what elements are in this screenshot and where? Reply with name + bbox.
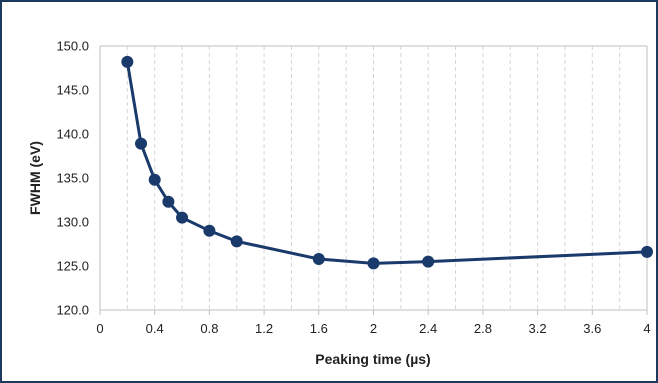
- data-point: [148, 173, 161, 186]
- data-point: [203, 224, 216, 237]
- x-tick-label: 2.4: [419, 321, 437, 336]
- y-tick-label: 140.0: [56, 127, 89, 142]
- x-tick-label: 2: [370, 321, 377, 336]
- data-points: [121, 55, 653, 270]
- x-tick-label: 2.8: [474, 321, 492, 336]
- y-tick-label: 125.0: [56, 259, 89, 274]
- x-tick-label: 1.6: [310, 321, 328, 336]
- grid-layer: [126, 46, 621, 310]
- x-tick-label: 3.6: [583, 321, 601, 336]
- data-point: [230, 235, 243, 248]
- y-tick-labels: 150.0 145.0 140.0 135.0 130.0 125.0 120.0: [56, 39, 89, 318]
- data-point: [367, 257, 380, 270]
- data-point: [135, 137, 148, 150]
- data-point: [312, 252, 325, 265]
- x-tick-label: 4: [643, 321, 650, 336]
- y-axis-title: FWHM (eV): [27, 141, 43, 215]
- x-tick-labels: 0 0.4 0.8 1.2 1.6 2 2.4 2.8 3.2 3.6 4: [96, 310, 651, 336]
- x-tick-label: 0.8: [200, 321, 218, 336]
- y-tick-label: 135.0: [56, 171, 89, 186]
- x-tick-label: 0.4: [146, 321, 164, 336]
- data-point: [176, 211, 189, 224]
- x-tick-label: 0: [96, 321, 103, 336]
- y-tick-label: 145.0: [56, 83, 89, 98]
- y-tick-label: 120.0: [56, 303, 89, 318]
- data-point: [162, 195, 175, 208]
- data-point: [641, 245, 653, 258]
- y-tick-label: 150.0: [56, 39, 89, 54]
- data-point: [422, 255, 435, 268]
- x-axis-title: Peaking time (µs): [315, 351, 430, 367]
- x-tick-label: 3.2: [529, 321, 547, 336]
- data-point: [121, 55, 134, 68]
- y-tick-label: 130.0: [56, 215, 89, 230]
- x-tick-label: 1.2: [255, 321, 273, 336]
